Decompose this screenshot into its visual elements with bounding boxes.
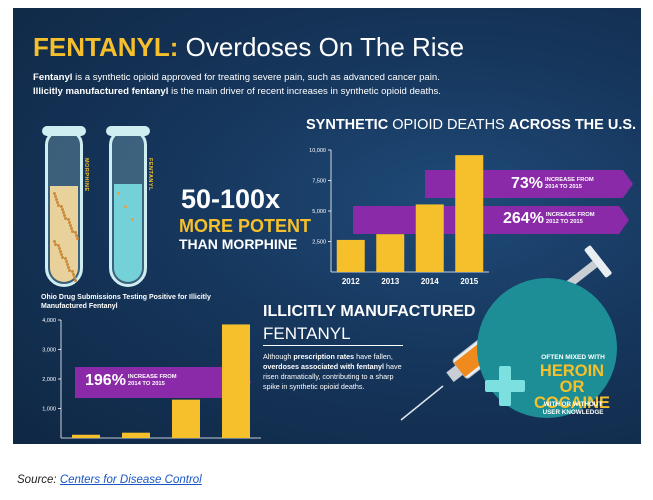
us-chart: 2,500 5,000 7,500 10,000 2012 2013 2014 2015 bbox=[309, 148, 489, 286]
ohio-band bbox=[75, 367, 251, 398]
infographic-title: FENTANYL: Overdoses On The Rise bbox=[33, 32, 464, 63]
ohio-chart: 1,000 2,000 3,000 4,000 bbox=[42, 318, 261, 439]
x-tick-label: 2015 bbox=[460, 277, 478, 286]
bar bbox=[376, 234, 405, 272]
y-tick-label: 7,500 bbox=[312, 179, 326, 185]
y-tick-label: 2,500 bbox=[312, 240, 326, 246]
y-tick-label: 2,000 bbox=[42, 377, 56, 383]
ohio-band-small-2: 2014 TO 2015 bbox=[127, 381, 165, 387]
bar bbox=[172, 399, 200, 438]
x-tick-label: 2014 bbox=[421, 277, 439, 286]
mix-footnote: WITH OR WITHOUT USER KNOWLEDGE bbox=[533, 401, 613, 417]
us-band2-small: INCREASE FROM 2012 TO 2015 bbox=[546, 212, 595, 226]
illicit-body-2: have fallen, bbox=[354, 352, 393, 361]
ohio-band-small: INCREASE FROM 2014 TO 2015 bbox=[128, 374, 177, 388]
bar bbox=[122, 432, 150, 438]
ohio-band-big: 196% bbox=[85, 372, 126, 389]
potency-multiplier: 50-100x bbox=[181, 184, 281, 214]
us-band1-small: INCREASE FROM 2014 TO 2015 bbox=[545, 177, 594, 191]
intro-line1-rest: is a synthetic opioid approved for treat… bbox=[72, 72, 440, 83]
source-label: Source: bbox=[17, 474, 60, 486]
ohio-band-small-1: INCREASE FROM bbox=[127, 374, 177, 380]
ohio-band-text: 196% INCREASE FROM 2014 TO 2015 bbox=[85, 372, 177, 390]
us-band2-small-1: INCREASE FROM bbox=[545, 212, 595, 218]
y-tick-label: 3,000 bbox=[42, 348, 56, 354]
heading-divider bbox=[263, 345, 403, 346]
mix-line-2: HEROIN bbox=[539, 362, 605, 380]
intro-line1-bold: Fentanyl bbox=[33, 72, 73, 83]
potency-small: THAN MORPHINE bbox=[179, 236, 298, 252]
us-band1-small-1: INCREASE FROM bbox=[545, 177, 594, 183]
bar bbox=[336, 239, 365, 272]
bar bbox=[415, 204, 444, 272]
ohio-chart-title: Ohio Drug Submissions Testing Positive f… bbox=[41, 294, 211, 310]
mix-line-4: WITH OR WITHOUT bbox=[543, 401, 603, 408]
us-heading-mid: OPIOID DEATHS bbox=[388, 117, 509, 133]
title-accent: FENTANYL: bbox=[33, 32, 179, 62]
x-tick-label: 2013 bbox=[381, 277, 399, 286]
illicit-body-3: have risen dramatically, contributing to… bbox=[263, 362, 402, 391]
y-tick-label: 1,000 bbox=[42, 407, 56, 413]
us-band1-small-2: 2014 TO 2015 bbox=[545, 184, 582, 190]
illicit-heading-1: ILLICITLY MANUFACTURED bbox=[263, 303, 476, 320]
x-tick-label: 2012 bbox=[342, 277, 360, 286]
illicit-body-bold2: overdoses associated with fentanyl bbox=[263, 362, 385, 371]
us-band1-text: 73% INCREASE FROM 2014 TO 2015 bbox=[511, 175, 594, 193]
y-tick-label: 5,000 bbox=[312, 209, 326, 215]
us-band1-big: 73% bbox=[511, 175, 544, 192]
fentanyl-tube-icon bbox=[106, 126, 150, 287]
source-credit: Source: Centers for Disease Control bbox=[17, 474, 202, 486]
illicit-body: Although prescription rates have fallen,… bbox=[263, 352, 408, 392]
title-rest: Overdoses On The Rise bbox=[185, 32, 465, 62]
intro-line2-rest: is the main driver of recent increases i… bbox=[168, 86, 441, 97]
us-band2-big: 264% bbox=[503, 210, 544, 227]
intro-text: Fentanyl is a synthetic opioid approved … bbox=[33, 71, 633, 99]
us-heading-bold2: ACROSS THE U.S. bbox=[508, 117, 637, 133]
us-band2-text: 264% INCREASE FROM 2012 TO 2015 bbox=[503, 210, 595, 228]
bar bbox=[222, 324, 250, 438]
intro-line2-bold: Illicitly manufactured fentanyl bbox=[33, 86, 169, 97]
us-chart-heading: SYNTHETIC OPIOID DEATHS ACROSS THE U.S. bbox=[306, 117, 636, 133]
y-tick-label: 4,000 bbox=[42, 318, 56, 324]
illicit-heading-2: FENTANYL bbox=[263, 324, 351, 343]
mix-line-1: OFTEN MIXED WITH bbox=[541, 354, 605, 361]
fentanyl-label: FENTANYL bbox=[147, 158, 153, 191]
mix-line-5: USER KNOWLEDGE bbox=[542, 409, 604, 416]
illicit-body-bold1: prescription rates bbox=[293, 352, 355, 361]
morphine-tube-icon bbox=[42, 126, 86, 287]
potency-mid: MORE POTENT bbox=[179, 216, 312, 236]
y-tick-label: 10,000 bbox=[309, 148, 326, 154]
plus-icon bbox=[485, 366, 525, 406]
morphine-label: MORPHINE bbox=[83, 158, 89, 192]
source-link[interactable]: Centers for Disease Control bbox=[59, 474, 202, 486]
infographic-poster: FENTANYL: Overdoses On The Rise Fentanyl… bbox=[13, 8, 641, 444]
mix-heroin: HEROIN OR COCAINE bbox=[532, 362, 612, 412]
bar bbox=[455, 155, 484, 272]
bar bbox=[72, 434, 100, 438]
illicit-body-1: Although bbox=[263, 352, 294, 361]
us-heading-bold1: SYNTHETIC bbox=[306, 117, 389, 133]
mix-line-3: OR COCAINE bbox=[533, 378, 611, 412]
us-band2-small-2: 2012 TO 2015 bbox=[545, 219, 583, 225]
